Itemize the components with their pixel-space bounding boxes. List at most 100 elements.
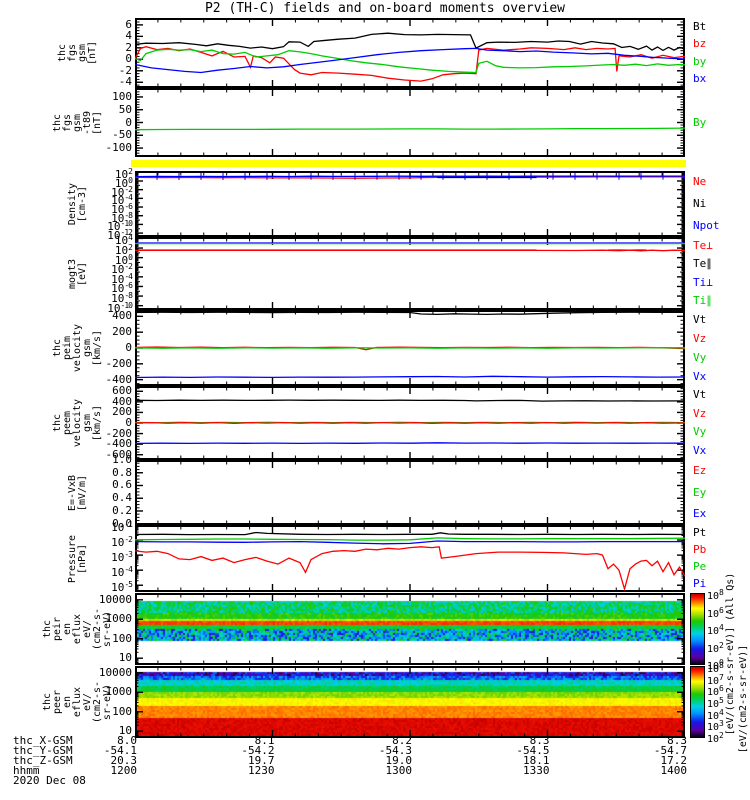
legend-ti⊥: Ti⊥: [693, 275, 713, 289]
x-row-value: 1230: [248, 764, 275, 777]
pressure-frame: [135, 525, 685, 592]
series-vy: [135, 347, 685, 349]
x-row-label-thc_y-gsm: thc_Y-GSM: [13, 744, 73, 757]
density-ytick: 10-12: [107, 228, 133, 243]
efield-frame: [135, 460, 685, 525]
x-row-label-thc_z-gsm: thc_Z-GSM: [13, 754, 73, 767]
bfield-ytick: 6: [125, 17, 132, 31]
panel-bfield: [135, 18, 685, 88]
bfield-dt89-frame: [135, 88, 685, 157]
legend-by: By: [693, 115, 707, 129]
series-vz: [135, 421, 685, 424]
legend-vt: Vt: [693, 312, 707, 326]
density-ytick: 100: [114, 175, 133, 190]
velocity-peim-ytick: 200: [112, 325, 132, 339]
pressure-ylabel-text: Pressure [nPa]: [66, 534, 88, 583]
density-ytick: 102: [114, 167, 133, 182]
legend-vy: Vy: [693, 425, 707, 439]
bfield-ytick: 4: [125, 29, 132, 43]
density-frame: [135, 171, 685, 237]
panel-electron-spectrogram: [135, 666, 685, 738]
ion-spectrogram-ytick: 1000: [105, 612, 133, 626]
bfield-dt89-ylabel-text: thc fgs gsm -t89 [nT]: [52, 110, 103, 135]
legend-npot: Npot: [693, 219, 720, 232]
pressure-ylabel: Pressure [nPa]: [26, 525, 130, 592]
legend-vz: Vz: [693, 406, 707, 420]
series-pi: [135, 540, 685, 545]
panel-pressure: [135, 525, 685, 592]
legend-pi: Pi: [693, 576, 707, 590]
legend-pb: Pb: [693, 543, 707, 557]
bfield-dt89-ytick: -50: [112, 128, 132, 142]
efield-ytick: 0.6: [112, 478, 132, 492]
velocity-peem-ylabel-text: thc peem velocity gsm [km/s]: [51, 398, 103, 448]
pressure-ytick: 10-2: [111, 535, 133, 550]
series-bt: [135, 32, 685, 52]
series-pe: [135, 537, 685, 541]
electron-spectrogram-colorbar: [690, 666, 705, 738]
bfield-ytick: 2: [125, 40, 132, 54]
density-ytick: 10-10: [107, 219, 133, 234]
bfield-dt89-ytick: -100: [105, 141, 133, 155]
pressure-ytick: 10-4: [111, 565, 133, 580]
velocity-peem-ytick: -400: [105, 437, 133, 451]
bfield-dt89-ytick: 50: [118, 102, 132, 116]
velocity-peem-ytick: 0: [125, 416, 132, 429]
ion-spectrogram-canvas: [137, 595, 683, 663]
series-pt: [135, 531, 685, 536]
series-vx: [135, 442, 685, 445]
x-row-value: 20.3: [110, 754, 138, 767]
panel-velocity-peem: [135, 386, 685, 460]
electron-spectrogram-ylabel: thc peer en eflux eV/ (cm2-s- sr-eV): [26, 666, 130, 738]
electron-spectrogram-frame: [135, 666, 685, 738]
ion-spectrogram-ylabel: thc peir en eflux eV/ (cm2-s- sr-eV): [26, 593, 130, 665]
x-row-value: -54.2: [241, 744, 275, 757]
velocity-peim-ytick: 400: [112, 309, 132, 323]
series-ne: [135, 176, 685, 179]
legend-te∥: Te∥: [693, 257, 712, 271]
electron-spectrogram-cbar-tick: 104: [707, 707, 724, 722]
series-vt: [135, 399, 685, 402]
bfield-frame: [135, 18, 685, 88]
series-bx: [135, 47, 685, 74]
velocity-peem-ytick: 400: [112, 394, 132, 408]
series-vx: [135, 375, 685, 379]
pressure-ytick: 10-1: [111, 520, 133, 534]
ion-spectrogram-ytick: 100: [112, 631, 132, 645]
bfield-dt89-ylabel: thc fgs gsm -t89 [nT]: [26, 88, 130, 157]
legend-vx: Vx: [693, 369, 707, 383]
velocity-peem-ytick: 200: [112, 405, 132, 419]
electron-spectrogram-ytick: 10000: [98, 665, 132, 679]
legend-ni: Ni: [693, 197, 707, 210]
ion-spectrogram-cbar-tick: 102: [707, 640, 724, 655]
legend-bx: bx: [693, 72, 707, 86]
x-row-value: 19.7: [248, 754, 275, 767]
x-row-value: -54.7: [653, 744, 687, 757]
x-row-value: 17.2: [660, 754, 688, 767]
panel-temperature: [135, 237, 685, 310]
electron-spectrogram-cbar-tick: 107: [707, 672, 724, 687]
density-ytick: 10-8: [111, 210, 133, 225]
temperature-frame: [135, 237, 685, 310]
legend-vt: Vt: [693, 388, 707, 402]
temperature-ytick: 100: [114, 252, 133, 267]
legend-vz: Vz: [693, 331, 707, 345]
panel-bfield-dt89: [135, 88, 685, 157]
ion-spectrogram-frame: [135, 593, 685, 665]
x-row-value: 18.1: [523, 754, 550, 767]
bfield-dt89-ytick: 100: [112, 89, 132, 103]
velocity-peem-ytick: -200: [105, 426, 133, 440]
temperature-ytick: 10-8: [111, 291, 133, 306]
efield-ylabel: E=-VxB [mV/m]: [26, 460, 130, 525]
density-ylabel-text: Density [cm-3]: [67, 182, 88, 226]
legend-ti∥: Ti∥: [693, 293, 712, 307]
ion-spectrogram-cbar-tick: 104: [707, 623, 724, 637]
ion-spectrogram-cbar-tick: 106: [707, 605, 724, 620]
electron-spectrogram-ytick: 1000: [105, 685, 133, 699]
temperature-ytick: 10-4: [111, 271, 133, 286]
legend-te⊥: Te⊥: [693, 239, 713, 253]
x-row-label-hhmm: hhmm: [13, 764, 40, 777]
temperature-ylabel: mogt3 [eV]: [26, 237, 130, 310]
efield-ytick: 0.4: [112, 491, 132, 505]
bfield-ytick: -4: [118, 75, 132, 89]
